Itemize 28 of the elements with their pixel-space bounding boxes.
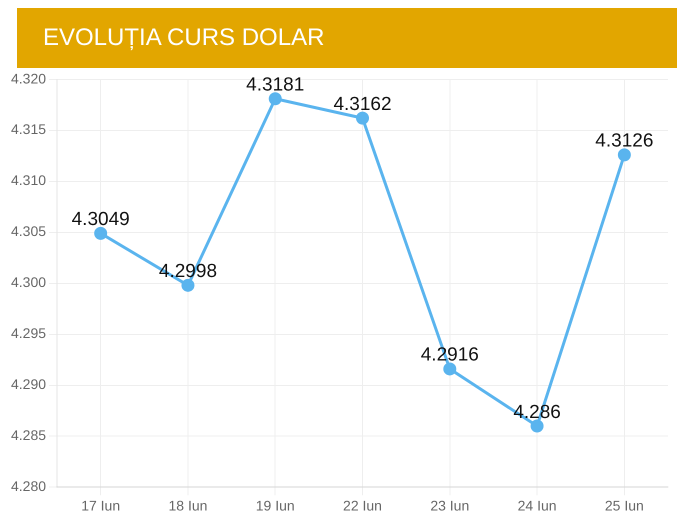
y-tick-label: 4.295: [10, 325, 46, 342]
point: [443, 362, 456, 376]
y-tick-label: 4.285: [10, 427, 46, 444]
y-tick-label: 4.315: [10, 121, 46, 138]
x-tick-label: 23 Iun: [430, 497, 470, 514]
chart-title: EVOLUȚIA CURS DOLAR: [17, 8, 677, 68]
x-tick-label: 24 Iun: [518, 497, 557, 514]
x-tick-label: 22 Iun: [343, 497, 382, 514]
x-tick-label: 19 Iun: [256, 497, 295, 514]
x-tick-label: 17 Iun: [81, 497, 120, 514]
point: [268, 92, 282, 106]
data-label: 4.3162: [333, 94, 392, 115]
y-tick-label: 4.320: [10, 70, 46, 86]
point: [94, 226, 108, 240]
point: [530, 420, 544, 433]
x-tick-label: 25 Iun: [604, 497, 644, 514]
y-tick-label: 4.290: [10, 376, 46, 392]
data-label: 4.3126: [595, 130, 654, 152]
y-tick-label: 4.310: [10, 172, 46, 188]
point: [618, 148, 631, 162]
data-label: 4.3181: [246, 74, 304, 96]
y-tick-label: 4.280: [10, 478, 46, 494]
point: [356, 112, 370, 125]
y-tick-label: 4.305: [10, 223, 46, 240]
data-label: 4.3049: [72, 209, 130, 230]
point: [181, 278, 194, 292]
x-tick-label: 18 Iun: [168, 497, 208, 514]
y-tick-label: 4.300: [10, 274, 46, 290]
